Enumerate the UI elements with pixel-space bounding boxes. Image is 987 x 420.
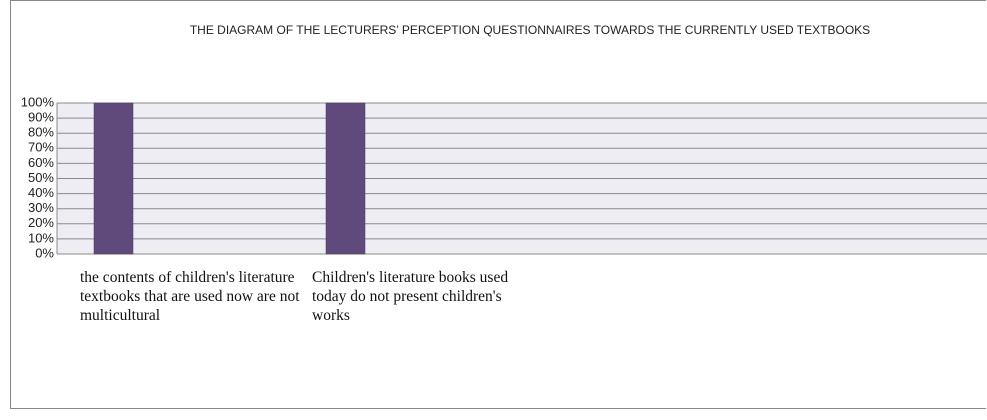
chart-frame xyxy=(10,0,986,409)
y-tick-label: 40% xyxy=(28,185,54,200)
y-tick-label: 100% xyxy=(21,94,55,109)
y-tick-label: 70% xyxy=(28,140,54,155)
y-tick-label: 90% xyxy=(28,110,54,125)
y-tick-label: 20% xyxy=(28,215,54,230)
x-tick-label: the contents of children's literature te… xyxy=(80,269,300,324)
y-tick-label: 10% xyxy=(28,230,54,245)
y-tick-label: 80% xyxy=(28,125,54,140)
bar xyxy=(93,102,134,255)
y-tick-label: 0% xyxy=(35,245,54,260)
chart-title: THE DIAGRAM OF THE LECTURERS’ PERCEPTION… xyxy=(189,23,871,37)
y-tick-label: 30% xyxy=(28,200,54,215)
y-tick-label: 60% xyxy=(28,155,54,170)
y-tick-label: 50% xyxy=(28,170,54,185)
x-tick-label: Children's literature books used today d… xyxy=(312,269,509,324)
bar xyxy=(325,102,366,255)
